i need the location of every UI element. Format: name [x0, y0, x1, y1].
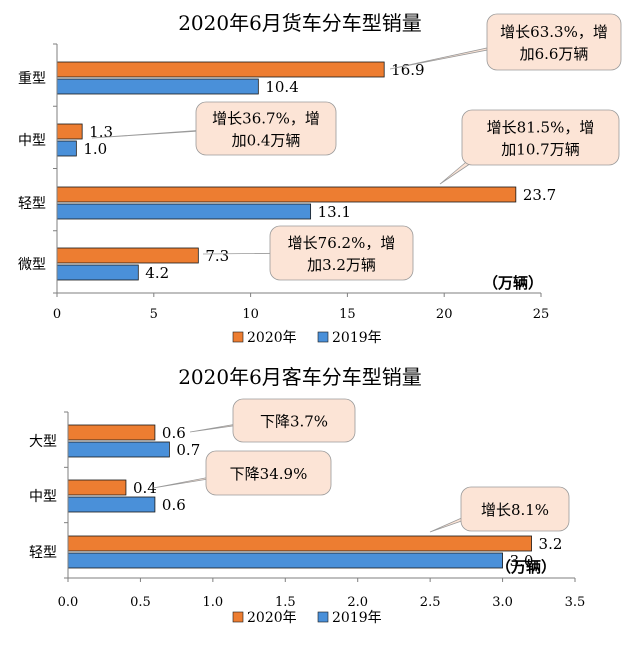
- data-label: 0.6: [162, 424, 186, 442]
- bar-2019: [56, 140, 77, 157]
- bar-2020: [56, 123, 83, 140]
- callout-text: 增长76.2%，增: [288, 234, 396, 252]
- bar-2020: [56, 61, 385, 78]
- legend-swatch: [232, 611, 244, 623]
- data-label: 13.1: [318, 203, 351, 221]
- category-label: 大型: [29, 434, 57, 450]
- legend-swatch: [317, 331, 329, 343]
- bar-2020: [67, 479, 127, 496]
- x-tick-label: 0: [53, 307, 61, 322]
- callout-text: 增长36.7%，增: [212, 110, 320, 128]
- callout-box: [205, 450, 332, 496]
- category-label: 重型: [18, 71, 46, 87]
- callout: 增长36.7%，增加0.4万辆: [91, 101, 337, 156]
- x-tick-label: 2.0: [347, 595, 368, 610]
- callout-text: 增长63.3%，增: [500, 23, 608, 41]
- category-label: 轻型: [29, 545, 57, 561]
- callout-text: 增长81.5%，增: [487, 119, 595, 137]
- x-tick-label: 5: [150, 307, 158, 322]
- bar-2020: [56, 186, 517, 203]
- unit-label: （万辆）: [496, 558, 556, 576]
- callout-text: 加6.6万辆: [520, 45, 589, 63]
- data-label: 0.4: [133, 479, 157, 497]
- callout-box: [461, 109, 620, 166]
- callout-text: 下降3.7%: [260, 413, 328, 431]
- data-label: 7.3: [205, 247, 229, 265]
- data-label: 1.3: [89, 123, 113, 141]
- data-label: 10.4: [265, 78, 298, 96]
- x-tick-label: 1.5: [275, 595, 296, 610]
- x-tick-label: 15: [339, 307, 356, 322]
- bar-2019: [67, 441, 170, 458]
- callout: 增长76.2%，增加3.2万辆: [202, 225, 414, 281]
- x-tick-label: 25: [533, 307, 550, 322]
- x-tick-label: 3.0: [492, 595, 513, 610]
- data-label: 23.7: [523, 186, 556, 204]
- data-label: 1.0: [83, 140, 107, 158]
- data-label: 4.2: [145, 264, 169, 282]
- callout-box: [460, 486, 570, 532]
- callout: 增长63.3%，增加6.6万辆: [389, 13, 622, 71]
- legend-label: 2019年: [332, 610, 382, 626]
- callout: 下降3.7%: [189, 398, 356, 443]
- bar-2020: [56, 247, 199, 264]
- callout-text: 加0.4万辆: [232, 132, 301, 150]
- callout: 增长8.1%: [429, 486, 570, 533]
- data-label: 3.2: [539, 535, 563, 553]
- bar-2019: [67, 496, 156, 513]
- category-label: 微型: [18, 257, 46, 273]
- category-label: 轻型: [18, 196, 46, 212]
- data-label: 3.0: [510, 552, 534, 570]
- data-label: 0.6: [162, 496, 186, 514]
- callout-box: [232, 398, 356, 443]
- legend-label: 2020年: [247, 610, 297, 626]
- x-tick-label: 0.5: [130, 595, 151, 610]
- x-tick-label: 20: [436, 307, 453, 322]
- bar-2019: [56, 78, 259, 95]
- x-tick-label: 0.0: [58, 595, 79, 610]
- unit-label: （万辆）: [483, 274, 543, 292]
- callout-text: 加3.2万辆: [307, 256, 376, 274]
- callout-text: 加10.7万辆: [501, 141, 579, 159]
- category-label: 中型: [29, 489, 57, 505]
- legend-swatch: [317, 611, 329, 623]
- callout-text: 下降34.9%: [230, 465, 308, 483]
- x-tick-label: 10: [242, 307, 259, 322]
- data-label: 0.7: [176, 441, 200, 459]
- legend-swatch: [232, 331, 244, 343]
- bar-2020: [67, 424, 156, 441]
- x-tick-label: 2.5: [420, 595, 441, 610]
- bar-2019: [56, 264, 139, 281]
- category-label: 中型: [18, 133, 46, 149]
- legend-label: 2019年: [332, 330, 382, 346]
- bar-2020: [67, 535, 532, 552]
- callout-box: [486, 13, 622, 71]
- callout-box: [269, 225, 414, 281]
- callout: 下降34.9%: [152, 450, 332, 496]
- chart-title: 2020年6月客车分车型销量: [178, 365, 422, 389]
- chart-title: 2020年6月货车分车型销量: [178, 11, 422, 35]
- legend-label: 2020年: [247, 330, 297, 346]
- x-tick-label: 3.5: [565, 595, 586, 610]
- callout-box: [195, 101, 337, 156]
- bar-2019: [67, 552, 503, 569]
- bar-2019: [56, 203, 312, 220]
- callout-text: 增长8.1%: [481, 501, 549, 519]
- x-tick-label: 1.0: [203, 595, 224, 610]
- data-label: 16.9: [391, 61, 424, 79]
